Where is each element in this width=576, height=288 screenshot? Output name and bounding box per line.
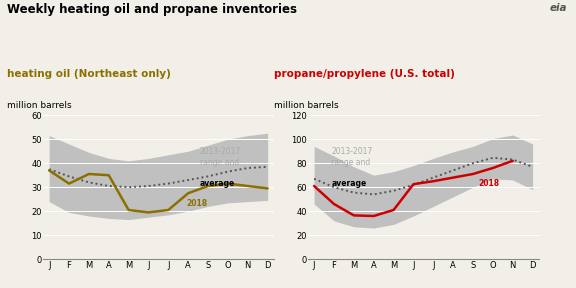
Text: eia: eia (550, 3, 567, 13)
Text: average: average (331, 179, 366, 187)
Text: heating oil (Northeast only): heating oil (Northeast only) (7, 69, 172, 79)
Text: million barrels: million barrels (274, 101, 338, 110)
Text: 2018: 2018 (479, 179, 500, 187)
Text: million barrels: million barrels (7, 101, 72, 110)
Text: average: average (200, 179, 235, 187)
Text: 2013-2017
range and: 2013-2017 range and (200, 147, 241, 167)
Text: 2013-2017
range and: 2013-2017 range and (331, 147, 373, 167)
Text: Weekly heating oil and propane inventories: Weekly heating oil and propane inventori… (7, 3, 297, 16)
Text: propane/propylene (U.S. total): propane/propylene (U.S. total) (274, 69, 454, 79)
Text: 2018: 2018 (186, 199, 207, 208)
